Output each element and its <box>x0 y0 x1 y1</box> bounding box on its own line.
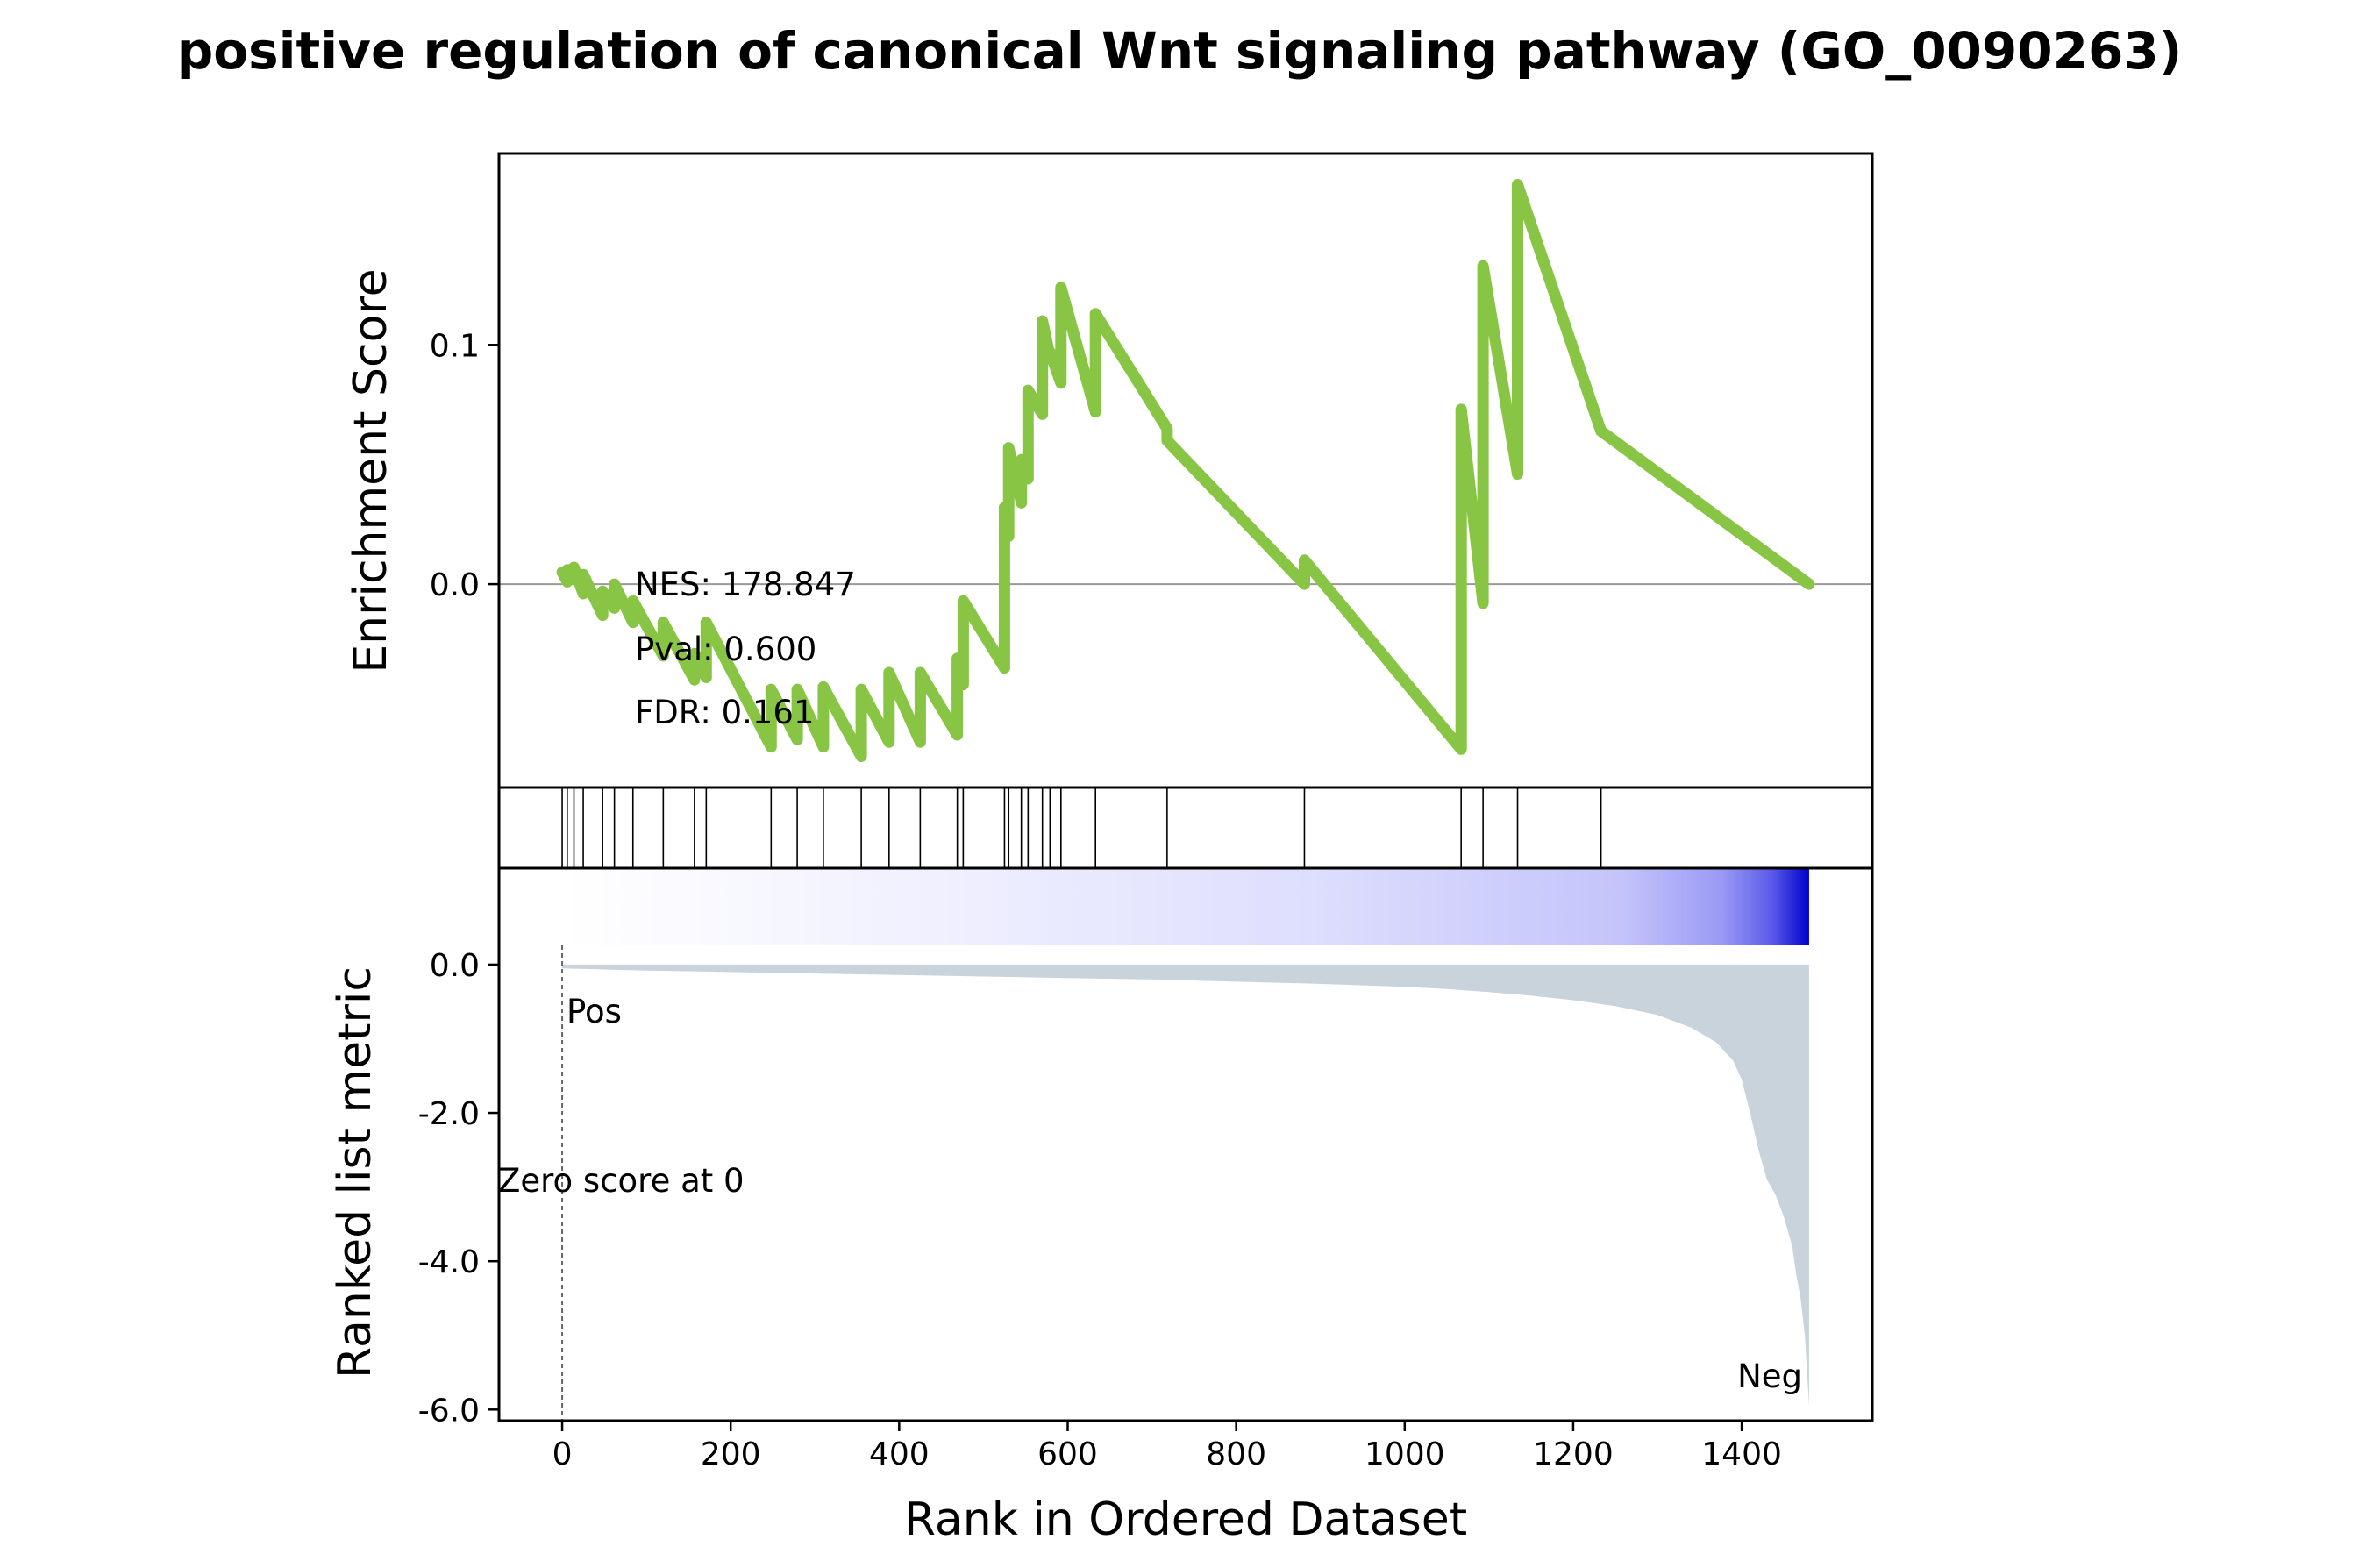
neg-label: Neg <box>1737 1358 1802 1395</box>
ranked-metric-area <box>562 964 1809 1407</box>
x-axis-label: Rank in Ordered Dataset <box>904 1493 1467 1546</box>
x-tick-label: 1400 <box>1701 1436 1782 1472</box>
x-tick-label: 1200 <box>1533 1436 1614 1472</box>
enrichment-panel-frame <box>497 152 1874 789</box>
pval-label: Pval: 0.600 <box>635 631 816 668</box>
enrichment-y-axis-label: Enrichment Score <box>345 268 397 673</box>
rank-colorbar <box>562 868 1809 945</box>
ranked-metric-y-axis-label: Ranked list metric <box>329 966 381 1379</box>
x-axis-ticks: 0 200 400 600 800 1000 1200 1400 <box>552 1421 1782 1472</box>
enrichment-y-ticks: 0.0 0.1 <box>430 328 499 603</box>
ranked-metric-y-ticks: 0.0 -2.0 -4.0 -6.0 <box>418 948 499 1429</box>
ranked-metric-panel-frame <box>497 866 1874 1422</box>
enrichment-y-tick-label: 0.0 <box>430 567 480 603</box>
x-tick-label: 1000 <box>1365 1436 1445 1472</box>
hit-lines <box>561 788 1602 868</box>
chart-title: positive regulation of canonical Wnt sig… <box>177 21 2182 81</box>
x-tick-label: 800 <box>1206 1436 1266 1472</box>
hits-panel <box>497 786 1874 870</box>
x-tick-label: 200 <box>701 1436 761 1472</box>
enrichment-score-line <box>556 179 1815 762</box>
enrichment-panel: 0.0 0.1 NES: 178.847 Pval: 0.600 FDR: 0.1… <box>345 152 1874 789</box>
x-tick-label: 600 <box>1037 1436 1098 1472</box>
hits-panel-frame <box>497 786 1874 870</box>
ranked-metric-y-tick-label: -2.0 <box>418 1096 480 1132</box>
ranked-metric-y-tick-label: -4.0 <box>418 1244 480 1280</box>
fdr-label: FDR: 0.161 <box>635 694 815 731</box>
ranked-metric-y-tick-label: 0.0 <box>430 948 480 984</box>
ranked-metric-y-tick-label: -6.0 <box>418 1393 480 1429</box>
enrichment-y-tick-label: 0.1 <box>430 328 480 364</box>
zero-score-label: Zero score at 0 <box>498 1162 745 1200</box>
x-tick-label: 0 <box>552 1436 573 1472</box>
ranked-metric-panel: 0.0-2.0-4.0-6.0 Pos Neg Zero score at 0 … <box>329 866 1874 1429</box>
nes-label: NES: 178.847 <box>635 566 856 603</box>
x-tick-label: 400 <box>869 1436 930 1472</box>
pos-label: Pos <box>567 993 622 1030</box>
